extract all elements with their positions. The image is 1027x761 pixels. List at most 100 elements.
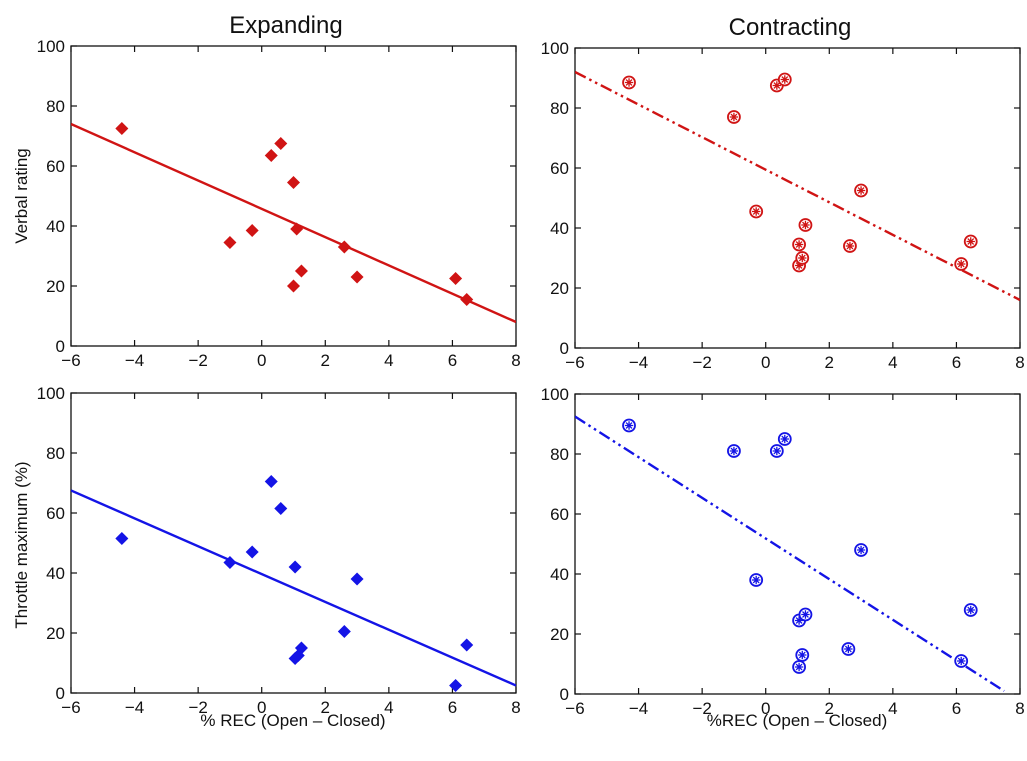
x-tick-label: 2 — [321, 351, 330, 370]
x-tick-label: 0 — [257, 698, 266, 717]
y-tick-label: 0 — [56, 337, 65, 356]
data-point — [777, 432, 792, 446]
y-tick-label: 80 — [550, 99, 569, 118]
data-point — [792, 613, 806, 628]
column-title-contracting: Contracting — [729, 14, 852, 41]
x-tick-label: 0 — [761, 353, 770, 372]
y-tick-label: 40 — [550, 565, 569, 584]
data-point-asterisk — [956, 259, 966, 269]
data-point — [288, 560, 302, 574]
data-point-asterisk — [751, 575, 761, 585]
x-tick-label: −2 — [692, 353, 711, 372]
data-point — [245, 545, 259, 559]
y-tick-label: 100 — [541, 385, 569, 404]
data-point-asterisk — [801, 220, 810, 230]
y-tick-label: 40 — [46, 564, 65, 583]
plot-frame — [574, 47, 1021, 349]
data-point — [274, 137, 288, 150]
data-point-asterisk — [801, 610, 810, 619]
x-tick-label: 4 — [888, 699, 897, 718]
x-tick-label: 0 — [257, 351, 266, 370]
x-tick-label: 8 — [1015, 353, 1024, 372]
data-point — [294, 641, 308, 655]
data-point-asterisk — [856, 186, 866, 195]
data-point — [854, 183, 868, 198]
x-tick-label: 6 — [952, 699, 961, 718]
data-point-asterisk — [794, 662, 804, 672]
x-axis-label-expanding: % REC (Open – Closed) — [200, 711, 385, 730]
data-point — [264, 475, 278, 488]
data-point — [460, 638, 474, 652]
x-tick-label: −2 — [692, 699, 711, 718]
x-tick-label: −4 — [629, 699, 648, 718]
data-point — [115, 122, 129, 135]
x-tick-label: −4 — [125, 351, 144, 370]
data-point — [798, 218, 813, 232]
data-point — [287, 279, 300, 293]
data-point-asterisk — [798, 650, 807, 660]
data-point — [792, 660, 806, 674]
data-point — [622, 418, 636, 433]
y-tick-label: 20 — [46, 624, 65, 643]
data-point — [294, 264, 308, 278]
data-point — [798, 607, 813, 622]
data-point — [727, 444, 741, 458]
data-point — [843, 239, 857, 253]
x-tick-label: 4 — [384, 698, 393, 717]
data-point — [337, 625, 351, 638]
data-point-asterisk — [780, 75, 789, 84]
column-title-expanding: Expanding — [229, 12, 342, 39]
y-tick-label: 0 — [56, 684, 65, 703]
data-point-asterisk — [624, 78, 634, 87]
data-point-asterisk — [798, 253, 807, 263]
y-tick-label: 60 — [550, 159, 569, 178]
x-tick-label: 8 — [511, 351, 520, 370]
data-point-asterisk — [956, 656, 966, 666]
x-tick-label: 0 — [761, 699, 770, 718]
data-point-asterisk — [772, 81, 782, 90]
data-point — [115, 532, 129, 545]
x-tick-label: −2 — [188, 351, 207, 370]
data-point-asterisk — [966, 605, 975, 615]
x-tick-label: 6 — [952, 353, 961, 372]
y-tick-label: 0 — [560, 685, 569, 704]
data-point-asterisk — [856, 545, 866, 555]
data-point — [777, 72, 792, 87]
data-point — [350, 572, 364, 586]
y-axis-label-throttle-maximum: Throttle maximum (%) — [12, 461, 31, 628]
data-point — [854, 543, 868, 557]
data-point-asterisk — [772, 446, 782, 456]
x-tick-label: 8 — [511, 698, 520, 717]
x-tick-label: 2 — [321, 698, 330, 717]
data-point — [622, 75, 636, 90]
y-tick-label: 20 — [46, 277, 65, 296]
data-point — [223, 236, 237, 249]
data-point-asterisk — [844, 644, 853, 654]
data-point-asterisk — [729, 112, 739, 122]
data-point — [727, 110, 741, 124]
x-tick-label: 6 — [448, 698, 457, 717]
y-tick-label: 80 — [46, 97, 65, 116]
data-point — [223, 556, 237, 569]
regression-line — [71, 122, 516, 324]
x-tick-label: 4 — [384, 351, 393, 370]
data-point — [449, 679, 463, 692]
x-tick-label: −4 — [125, 698, 144, 717]
x-tick-label: 4 — [888, 353, 897, 372]
data-point — [792, 237, 806, 252]
data-point — [287, 176, 300, 189]
data-point — [795, 251, 810, 265]
y-tick-label: 80 — [46, 444, 65, 463]
data-point — [795, 648, 810, 662]
y-axis-label-verbal-rating: Verbal rating — [12, 148, 31, 243]
y-tick-label: 20 — [550, 279, 569, 298]
data-point — [264, 149, 278, 162]
x-tick-label: −6 — [565, 353, 584, 372]
y-tick-label: 60 — [46, 504, 65, 523]
regression-line — [575, 70, 1020, 302]
data-point — [963, 234, 978, 249]
data-point — [963, 603, 978, 617]
y-tick-label: 0 — [560, 339, 569, 358]
